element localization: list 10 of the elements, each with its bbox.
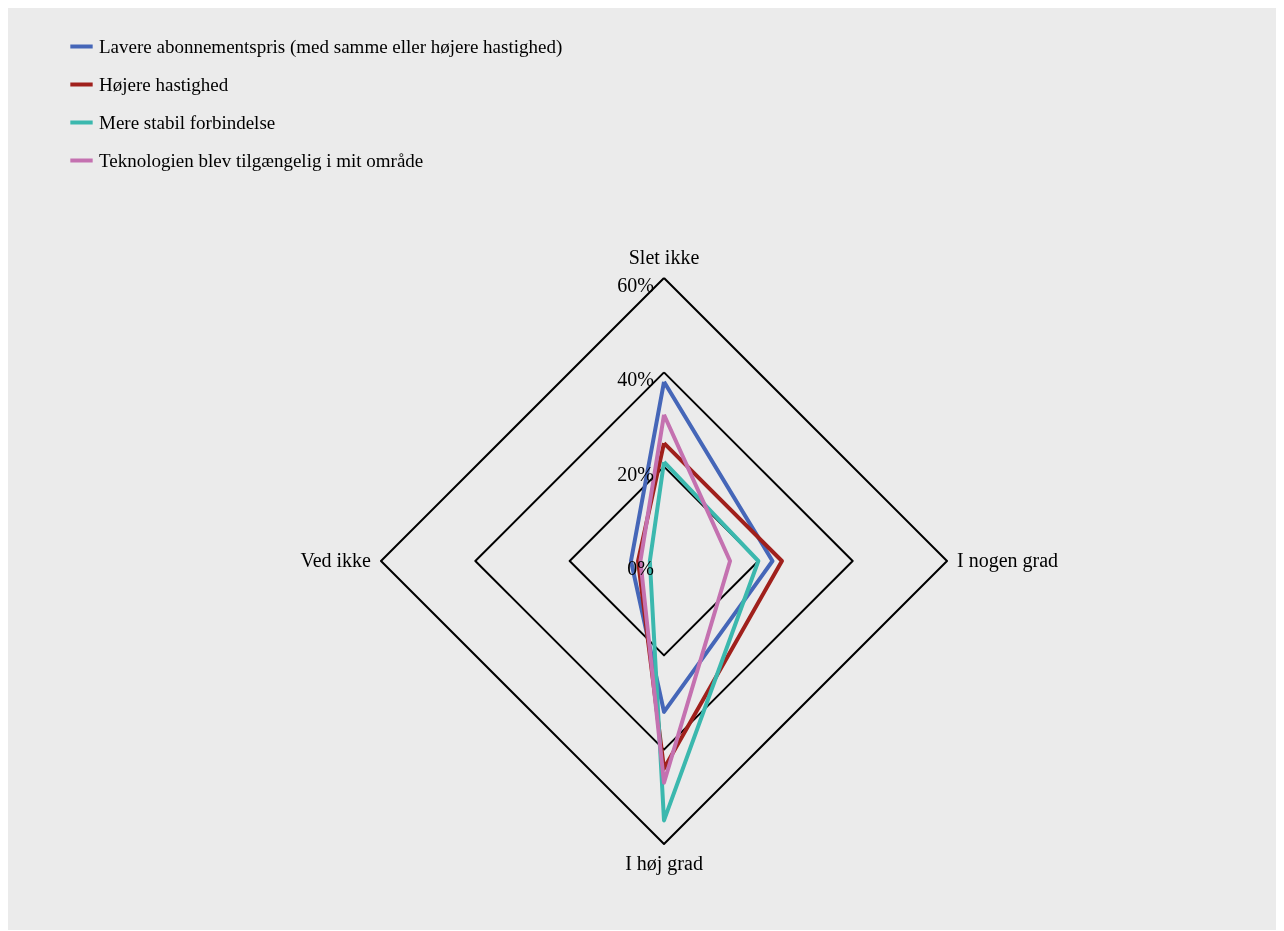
spoke-label: Slet ikke xyxy=(628,246,700,268)
y-tick-label: 60% xyxy=(617,274,654,296)
legend-label: Mere stabil forbindelse xyxy=(99,111,276,133)
legend-label: Lavere abonnementspris (med samme eller højere hastighed) xyxy=(99,35,563,58)
spoke-label: Ved ikke xyxy=(300,549,372,571)
legend-label: Teknologien blev tilgængelig i mit område xyxy=(99,149,424,171)
spoke-label: I nogen grad xyxy=(957,549,1059,572)
spoke-label: I høj grad xyxy=(625,852,703,875)
legend-label: Højere hastighed xyxy=(99,73,229,95)
y-tick-label: 40% xyxy=(617,368,654,391)
